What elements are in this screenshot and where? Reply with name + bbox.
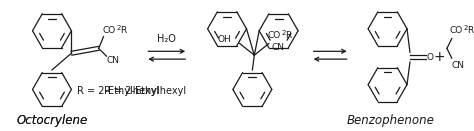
Text: 2: 2 [282, 30, 286, 36]
Text: CO: CO [450, 26, 463, 35]
Text: CN: CN [452, 61, 465, 70]
Text: +: + [433, 50, 445, 64]
Text: R: R [467, 26, 474, 35]
Text: OH: OH [217, 35, 231, 44]
Text: CN: CN [272, 43, 285, 52]
Text: CN: CN [107, 56, 119, 65]
Text: H₂O: H₂O [157, 34, 176, 44]
Text: O: O [427, 53, 434, 62]
Text: Octocrylene: Octocrylene [16, 114, 88, 127]
Text: R: R [285, 31, 292, 40]
Text: R: R [120, 26, 126, 35]
Text: CO: CO [268, 31, 281, 40]
Text: R = 2-Ethylhexyl: R = 2-Ethylhexyl [104, 86, 186, 96]
Text: 2: 2 [116, 25, 120, 31]
Text: R = 2-Ethylhexyl: R = 2-Ethylhexyl [77, 86, 159, 96]
Text: CO: CO [102, 26, 116, 35]
Text: Octocrylene: Octocrylene [16, 114, 88, 127]
Text: 2: 2 [464, 25, 468, 31]
Text: Benzophenone: Benzophenone [346, 114, 435, 127]
